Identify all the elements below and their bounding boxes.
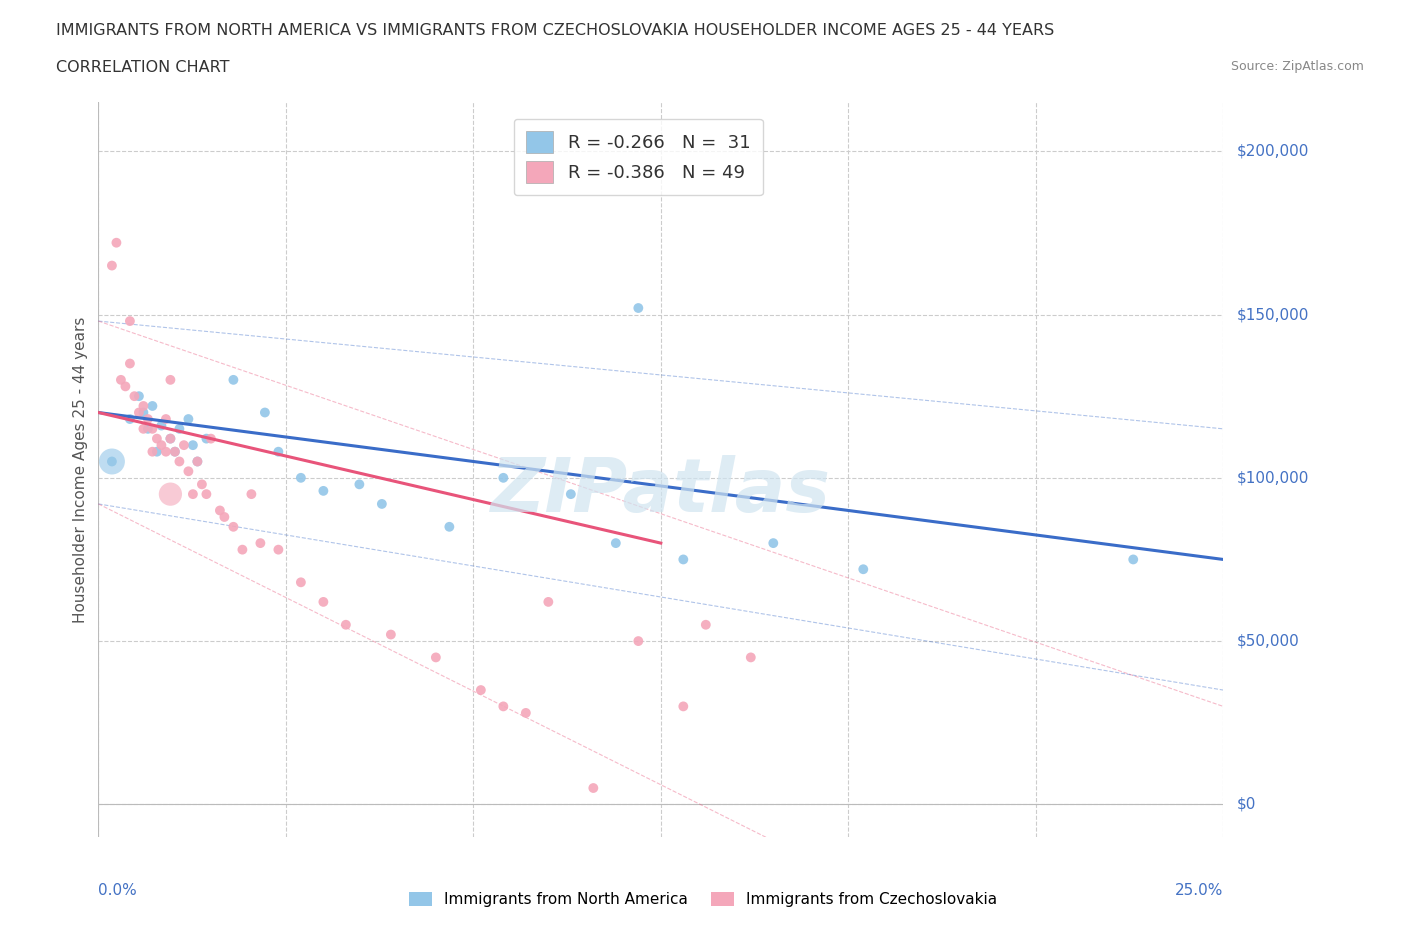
Point: [169, 421, 191, 436]
Point: [181, 486, 204, 501]
Point: [762, 536, 785, 551]
Point: [195, 486, 218, 501]
Point: [349, 477, 371, 492]
Point: [312, 594, 335, 609]
Point: [105, 235, 128, 250]
Text: $0: $0: [1237, 797, 1256, 812]
Point: [695, 618, 717, 632]
Text: $150,000: $150,000: [1237, 307, 1309, 322]
Point: [1122, 552, 1144, 567]
Point: [627, 300, 650, 315]
Point: [191, 477, 214, 492]
Point: [169, 454, 191, 469]
Point: [425, 650, 447, 665]
Point: [253, 405, 276, 420]
Point: [159, 372, 181, 387]
Point: [118, 412, 141, 427]
Point: [740, 650, 762, 665]
Point: [132, 399, 155, 414]
Point: [155, 412, 177, 427]
Point: [515, 706, 537, 721]
Point: [159, 486, 181, 501]
Point: [208, 503, 231, 518]
Text: Householder Income Ages 25 - 44 years: Householder Income Ages 25 - 44 years: [73, 316, 89, 623]
Point: [672, 552, 695, 567]
Point: [155, 445, 177, 459]
Point: [181, 438, 204, 453]
Point: [141, 421, 163, 436]
Point: [627, 633, 650, 648]
Point: [136, 412, 159, 427]
Point: [163, 445, 186, 459]
Point: [195, 432, 218, 446]
Point: [150, 418, 173, 433]
Legend: R = -0.266   N =  31, R = -0.386   N = 49: R = -0.266 N = 31, R = -0.386 N = 49: [513, 119, 763, 195]
Text: $100,000: $100,000: [1237, 471, 1309, 485]
Point: [163, 445, 186, 459]
Text: Source: ZipAtlas.com: Source: ZipAtlas.com: [1230, 60, 1364, 73]
Point: [470, 683, 492, 698]
Point: [146, 432, 169, 446]
Point: [150, 438, 173, 453]
Point: [128, 389, 150, 404]
Point: [214, 510, 236, 525]
Point: [439, 519, 461, 534]
Point: [159, 432, 181, 446]
Point: [267, 445, 290, 459]
Legend: Immigrants from North America, Immigrants from Czechoslovakia: Immigrants from North America, Immigrant…: [402, 885, 1004, 913]
Point: [101, 454, 124, 469]
Point: [290, 471, 312, 485]
Text: 0.0%: 0.0%: [98, 883, 138, 897]
Point: [852, 562, 875, 577]
Point: [186, 454, 208, 469]
Point: [101, 454, 124, 469]
Point: [605, 536, 627, 551]
Text: IMMIGRANTS FROM NORTH AMERICA VS IMMIGRANTS FROM CZECHOSLOVAKIA HOUSEHOLDER INCO: IMMIGRANTS FROM NORTH AMERICA VS IMMIGRA…: [56, 23, 1054, 38]
Point: [560, 486, 582, 501]
Point: [146, 445, 169, 459]
Point: [124, 389, 146, 404]
Point: [335, 618, 357, 632]
Point: [249, 536, 271, 551]
Point: [222, 372, 245, 387]
Point: [159, 432, 181, 446]
Text: 25.0%: 25.0%: [1175, 883, 1223, 897]
Point: [371, 497, 394, 512]
Point: [101, 259, 124, 273]
Point: [672, 699, 695, 714]
Point: [132, 405, 155, 420]
Text: $50,000: $50,000: [1237, 633, 1299, 648]
Point: [492, 699, 515, 714]
Point: [173, 438, 195, 453]
Point: [582, 780, 605, 795]
Point: [118, 313, 141, 328]
Point: [118, 356, 141, 371]
Point: [380, 627, 402, 642]
Point: [537, 594, 560, 609]
Point: [177, 464, 200, 479]
Point: [141, 445, 163, 459]
Point: [267, 542, 290, 557]
Point: [290, 575, 312, 590]
Point: [110, 372, 132, 387]
Text: CORRELATION CHART: CORRELATION CHART: [56, 60, 229, 75]
Text: $200,000: $200,000: [1237, 144, 1309, 159]
Point: [240, 486, 263, 501]
Point: [231, 542, 253, 557]
Point: [312, 484, 335, 498]
Point: [222, 519, 245, 534]
Point: [200, 432, 222, 446]
Text: ZIPatlas: ZIPatlas: [491, 455, 831, 528]
Point: [132, 421, 155, 436]
Point: [136, 421, 159, 436]
Point: [128, 405, 150, 420]
Point: [492, 471, 515, 485]
Point: [177, 412, 200, 427]
Point: [141, 399, 163, 414]
Point: [186, 454, 208, 469]
Point: [114, 379, 136, 393]
